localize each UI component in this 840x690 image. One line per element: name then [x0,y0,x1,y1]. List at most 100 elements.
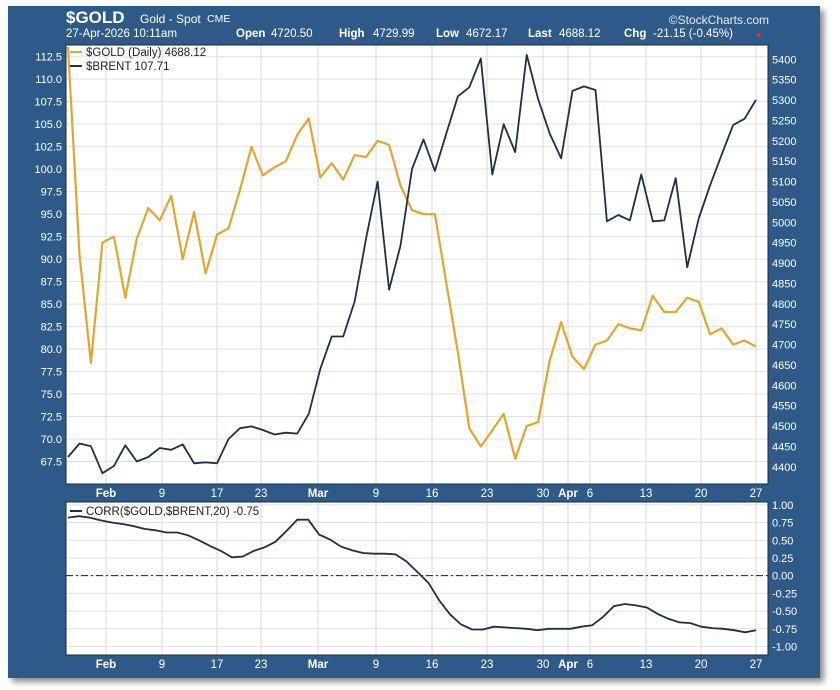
left-axis-tick-label: 67.5 [41,457,62,469]
high-label: High [339,28,365,40]
last-label: Last [528,28,552,40]
left-axis-tick-label: 87.5 [41,277,62,289]
price-panel-border [65,44,769,485]
left-axis-tick-label: 110.0 [35,74,62,86]
left-axis-tick-label: 112.5 [35,52,62,64]
corr-x-tick-label: 30 [537,659,550,671]
price-x-tick-label: 13 [640,488,653,500]
corr-x-tick-label: 6 [587,659,593,671]
price-x-tick-label: Mar [308,488,329,500]
corr-x-tick-label: 27 [750,659,763,671]
right-axis-tick-label: 4400 [772,462,796,474]
corr-axis-tick-label: 0.00 [772,571,793,583]
corr-axis-tick-label: 1.00 [772,500,793,512]
left-axis-tick-label: 72.5 [41,412,62,424]
corr-x-tick-label: Apr [558,659,578,671]
right-axis-tick-label: 4950 [772,238,796,250]
corr-x-tick-label: 16 [426,659,439,671]
right-axis-tick-label: 5100 [772,177,796,189]
corr-axis-tick-label: -1.00 [772,642,797,654]
left-axis-tick-label: 92.5 [41,232,62,244]
corr-axis-tick-label: -0.75 [772,624,797,636]
right-axis-tick-label: 5150 [772,156,796,168]
right-axis-tick-label: 4700 [772,340,796,352]
chart-header: $GOLD Gold - Spot CME ©StockCharts.com [66,8,771,31]
price-x-tick-label: 23 [481,488,494,500]
low-value: 4672.17 [466,28,508,40]
corr-x-tick-label: 9 [159,659,165,671]
last-value: 4688.12 [559,28,601,40]
left-axis-tick-label: 70.0 [41,434,62,446]
corr-x-tick-label: 20 [695,659,708,671]
legend-entry: $BRENT 107.71 [86,61,170,73]
legend-entry: CORR($GOLD,$BRENT,20) -0.75 [86,506,259,518]
right-axis-tick-label: 4900 [772,258,796,270]
gold-series-line [66,46,757,460]
price-x-tick-label: 30 [537,488,550,500]
price-x-tick-label: 9 [373,488,379,500]
price-x-tick-label: 27 [750,488,763,500]
corr-x-tick-label: Mar [308,659,329,671]
right-axis-tick-label: 4750 [772,319,796,331]
corr-x-tick-label: 23 [481,659,494,671]
right-axis-tick-label: 5000 [772,217,796,229]
corr-axis-tick-label: -0.50 [772,606,797,618]
chg-value: -21.15 (-0.45%) [653,28,733,40]
price-x-tick-label: 17 [211,488,224,500]
right-axis-tick-label: 5250 [772,115,796,127]
left-axis-tick-label: 102.5 [34,142,62,154]
left-axis-tick-label: 95.0 [41,209,62,221]
price-x-tick-label: 6 [587,488,593,500]
left-axis-tick-label: 75.0 [41,389,62,401]
left-axis-tick-label: 85.0 [41,299,62,311]
price-x-tick-label: 23 [255,488,268,500]
corr-axis-tick-label: 0.50 [772,535,793,547]
open-value: 4720.50 [271,28,313,40]
corr-axis-tick-label: 0.25 [772,553,793,565]
corr-x-tick-label: 9 [373,659,379,671]
corr-series-line [67,515,757,634]
brent-series-line [67,54,757,475]
right-axis-tick-label: 4550 [772,401,796,413]
right-axis-tick-label: 5050 [772,197,796,209]
corr-x-tick-label: 23 [255,659,268,671]
right-axis-tick-label: 4850 [772,278,796,290]
quote-datetime: 27-Apr-2026 10:11am [66,28,178,40]
brand-watermark: ©StockCharts.com [668,13,769,27]
left-axis-tick-label: 80.0 [41,344,62,356]
left-axis-tick-label: 105.0 [34,119,62,131]
price-panel [66,45,768,484]
down-arrow-icon: ▼ [754,30,763,40]
exchange-label: CME [207,13,231,25]
price-x-tick-label: 16 [426,488,439,500]
right-axis-tick-label: 4500 [772,421,796,433]
price-x-tick-label: 20 [695,488,708,500]
corr-axis-tick-label: 0.75 [772,518,793,530]
right-axis-tick-label: 4600 [772,380,796,392]
corr-axis-tick-label: -0.25 [772,588,797,600]
right-axis-tick-label: 5200 [772,136,796,148]
corr-x-tick-label: 17 [211,659,224,671]
corr-panel [66,502,768,655]
quote-row: 27-Apr-2026 10:11am Open 4720.50 High 47… [66,28,778,44]
symbol-description: Gold - Spot [140,12,201,26]
corr-panel-border [65,501,769,656]
corr-x-tick-label: Feb [96,659,116,671]
price-x-tick-label: Apr [558,488,578,500]
price-x-tick-label: Feb [96,488,116,500]
right-axis-tick-label: 5400 [772,54,796,66]
left-axis-tick-label: 90.0 [41,254,62,266]
right-axis-tick-label: 5350 [772,75,796,87]
right-axis-tick-label: 5300 [772,95,796,107]
chg-label: Chg [624,28,647,40]
price-x-tick-label: 9 [159,488,165,500]
left-axis-tick-label: 97.5 [41,187,62,199]
low-label: Low [436,28,459,40]
symbol-title: $GOLD [66,8,125,27]
open-label: Open [236,28,266,40]
right-axis-tick-label: 4800 [772,299,796,311]
left-axis-tick-label: 100.0 [34,164,62,176]
right-axis-tick-label: 4650 [772,360,796,372]
left-axis-tick-label: 77.5 [41,367,62,379]
